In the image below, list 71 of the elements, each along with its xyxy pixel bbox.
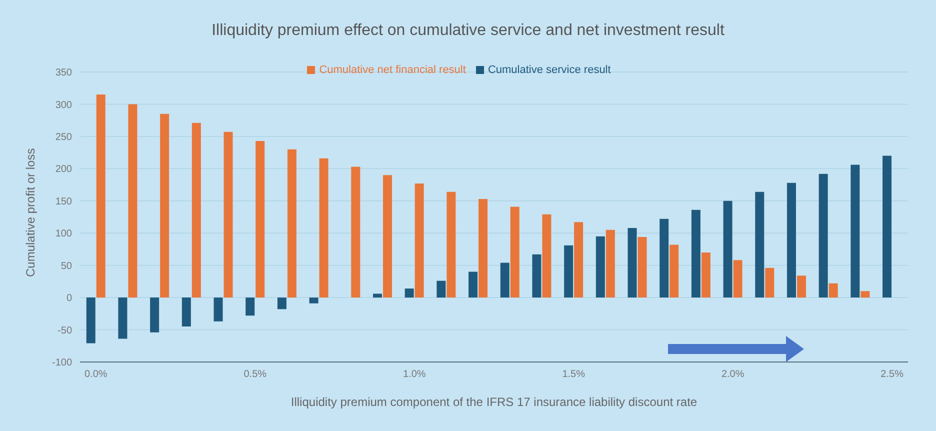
bar	[468, 272, 478, 298]
bar	[118, 298, 128, 339]
y-tick-label: 350	[55, 68, 72, 79]
bar	[414, 183, 424, 298]
bar	[382, 175, 392, 298]
bar	[277, 298, 286, 310]
bar	[96, 94, 106, 298]
bar	[818, 174, 828, 298]
bar	[638, 236, 647, 298]
y-tick-label: 250	[55, 132, 72, 143]
bar	[309, 298, 318, 304]
y-tick-label: 100	[55, 228, 72, 240]
y-tick-label: 0	[66, 293, 72, 304]
bar	[192, 122, 201, 298]
bar	[372, 294, 382, 298]
y-tick-label: 300	[55, 100, 72, 111]
x-tick-label: 2.0%	[721, 369, 744, 380]
y-tick-label: 50	[60, 260, 72, 272]
bar	[150, 298, 160, 332]
bar	[628, 228, 637, 298]
bar	[542, 214, 552, 298]
bar	[882, 156, 892, 298]
bar	[574, 222, 584, 298]
bar	[701, 252, 710, 298]
legend-label: Cumulative net financial result	[319, 64, 466, 76]
bar	[532, 254, 542, 298]
bar	[796, 276, 806, 298]
bar	[786, 182, 796, 298]
bar	[660, 218, 669, 298]
bar	[478, 198, 488, 298]
x-tick-label: 2.5%	[880, 369, 904, 380]
y-tick-label: -50	[58, 325, 72, 336]
y-tick-label: -100	[52, 358, 72, 369]
x-axis-title: Illiquidity premium component of the IFRS 17 insurance liability discount rate	[290, 395, 698, 409]
bar	[564, 245, 574, 298]
bar	[160, 114, 170, 298]
legend-label: Cumulative service result	[488, 64, 611, 76]
bar	[765, 268, 774, 298]
bar	[436, 280, 446, 298]
bar	[828, 283, 838, 298]
bar	[224, 132, 233, 298]
bar	[723, 200, 732, 298]
bar	[351, 166, 360, 298]
bar	[500, 262, 510, 298]
x-tick-label: 0.0%	[84, 369, 108, 380]
bar	[755, 192, 764, 298]
bar	[287, 149, 296, 298]
bar	[860, 291, 870, 298]
y-axis-title: Cumulative profit or loss	[23, 148, 38, 277]
bar	[596, 236, 605, 298]
bar	[246, 298, 255, 316]
chart-title: Illiquidity premium effect on cumulative service and net investment result	[210, 22, 726, 40]
bar	[510, 206, 520, 298]
x-tick-label: 1.5%	[562, 369, 586, 380]
y-tick-label: 150	[55, 196, 72, 208]
bar	[850, 164, 860, 298]
bar	[86, 298, 96, 344]
bar	[691, 210, 700, 298]
x-tick-label: 1.0%	[402, 369, 426, 380]
x-tick-label: 0.5%	[244, 369, 267, 380]
y-tick-label: 200	[55, 164, 72, 176]
bar	[670, 244, 679, 298]
bar	[182, 298, 191, 327]
bar	[404, 288, 414, 298]
bar	[606, 230, 615, 298]
bar	[256, 140, 265, 298]
bar	[446, 192, 456, 298]
bar	[319, 158, 328, 298]
bar	[128, 104, 138, 298]
bar	[214, 298, 223, 322]
bar	[733, 260, 742, 298]
